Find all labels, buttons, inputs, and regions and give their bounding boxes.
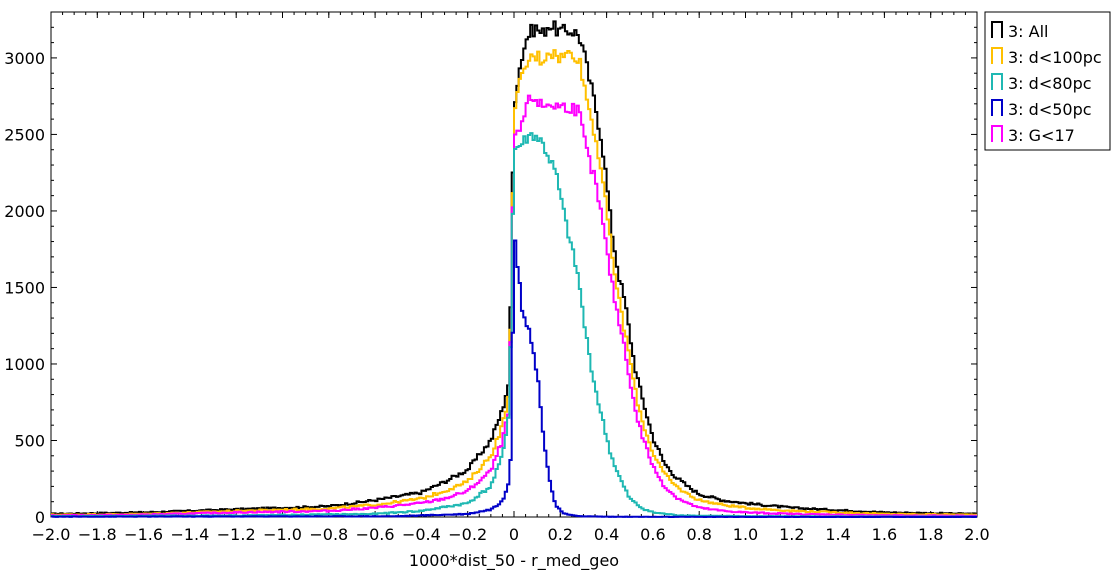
x-tick-label: −1.2 [217,525,256,544]
legend-swatch-icon [991,99,1003,116]
x-axis: −2.0 −1.8 −1.6 −1.4 −1.2 −1.0 −0.8 −0.6 −0.4 −0.2… [32,12,990,544]
legend-swatch-icon [991,21,1003,38]
legend-swatch-icon [991,47,1003,64]
y-tick-label: 500 [14,431,45,450]
y-tick-label: 0 [35,508,45,527]
legend-label: 3: G<17 [1008,126,1075,145]
x-axis-title: 1000*dist_50 - r_med_geo [409,551,619,571]
x-tick-label: 0 [509,525,519,544]
series-lines [51,20,977,518]
x-tick-label: 1.4 [825,525,850,544]
y-axis: 0 500 1000 1500 2000 2500 3000 [4,26,977,527]
legend: 3: All 3: d<100pc 3: d<80pc 3: d<50pc 3: G<1… [984,11,1111,151]
y-tick-label: 1000 [4,355,45,374]
x-tick-label: −1.6 [124,525,163,544]
x-tick-label: −0.8 [309,525,348,544]
x-tick-label: 1.6 [872,525,897,544]
y-tick-label: 2000 [4,202,45,221]
legend-label: 3: d<80pc [1008,74,1092,93]
legend-label: 3: All [1008,22,1049,41]
legend-box [984,11,1111,151]
x-tick-label: 0.4 [594,525,619,544]
series-line [51,239,977,518]
x-tick-label: −2.0 [32,525,71,544]
x-tick-label: 1.0 [733,525,758,544]
x-tick-label: 1.8 [918,525,943,544]
y-tick-label: 3000 [4,49,45,68]
legend-label: 3: d<50pc [1008,100,1092,119]
x-tick-label: 0.2 [548,525,573,544]
x-tick-label: −0.6 [356,525,395,544]
legend-label: 3: d<100pc [1008,48,1102,67]
y-tick-label: 2500 [4,125,45,144]
x-tick-label: 0.6 [640,525,665,544]
x-tick-label: −1.0 [263,525,302,544]
x-tick-label: −1.4 [170,525,209,544]
x-tick-label: −1.8 [78,525,117,544]
x-tick-label: −0.2 [448,525,487,544]
y-tick-label: 1500 [4,278,45,297]
x-tick-label: 2.0 [964,525,989,544]
legend-swatch-icon [991,125,1003,142]
x-tick-label: 0.8 [686,525,711,544]
legend-swatch-icon [991,73,1003,90]
x-tick-label: −0.4 [402,525,441,544]
x-tick-label: 1.2 [779,525,804,544]
